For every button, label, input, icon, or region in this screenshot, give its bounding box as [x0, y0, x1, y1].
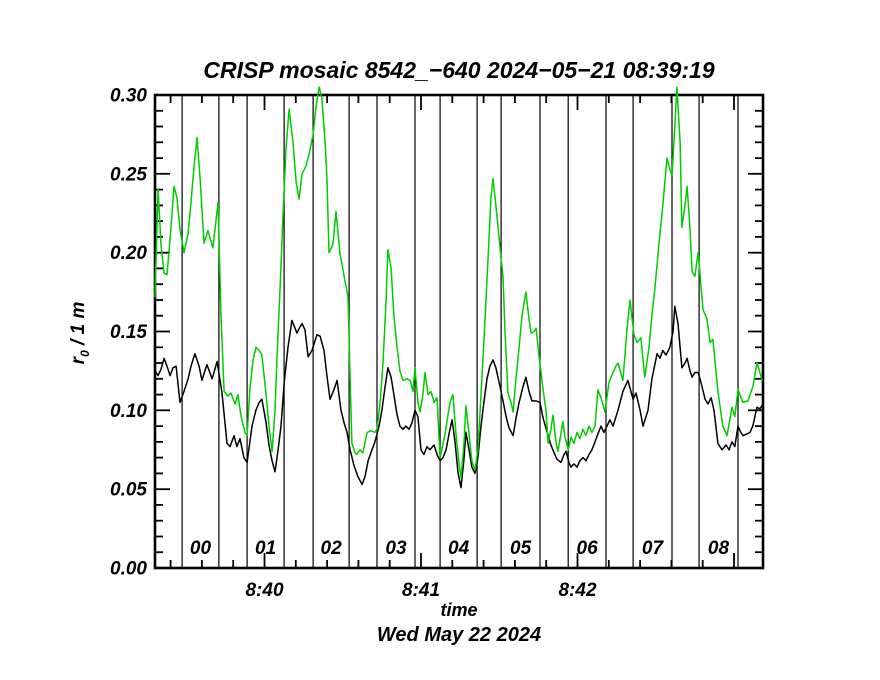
series-green-line: [154, 86, 763, 479]
y-tick-label: 0.30: [110, 86, 147, 107]
y-tick-label: 0.20: [110, 243, 147, 264]
scan-label: 02: [321, 538, 343, 559]
x-tick-labels: 8:40 8:41 8:42: [245, 580, 596, 601]
y-tick-label: 0.10: [110, 401, 147, 422]
y-ticks: [156, 94, 762, 569]
scan-label: 01: [255, 538, 276, 559]
scan-label: 00: [190, 538, 212, 559]
scan-labels: 00 01 02 03 04 05 06 07 08: [190, 538, 730, 559]
scan-label: 08: [708, 538, 730, 559]
y-tick-label: 0.05: [110, 480, 147, 501]
y-tick-labels: 0.00 0.05 0.10 0.15 0.20 0.25 0.30: [110, 86, 147, 580]
x-tick-label: 8:41: [402, 580, 440, 601]
y-tick-label: 0.25: [110, 164, 147, 185]
scan-label: 05: [510, 538, 532, 559]
scan-lines: [181, 96, 739, 567]
chart-title: CRISP mosaic 8542_−640 2024−05−21 08:39:…: [203, 57, 715, 83]
y-tick-label: 0.15: [110, 322, 147, 343]
x-tick-label: 8:42: [558, 580, 596, 601]
series-black-line: [154, 305, 763, 489]
scan-label: 06: [577, 538, 599, 559]
plot-frame: [153, 93, 765, 570]
x-axis-title: time: [440, 600, 478, 620]
scan-label: 03: [385, 538, 407, 559]
footer-date-label: Wed May 22 2024: [376, 624, 542, 646]
x-ticks: [169, 96, 735, 567]
y-tick-label: 0.00: [110, 559, 147, 580]
x-tick-label: 8:40: [245, 580, 283, 601]
scan-label: 07: [642, 538, 665, 559]
scan-label: 04: [448, 538, 470, 559]
